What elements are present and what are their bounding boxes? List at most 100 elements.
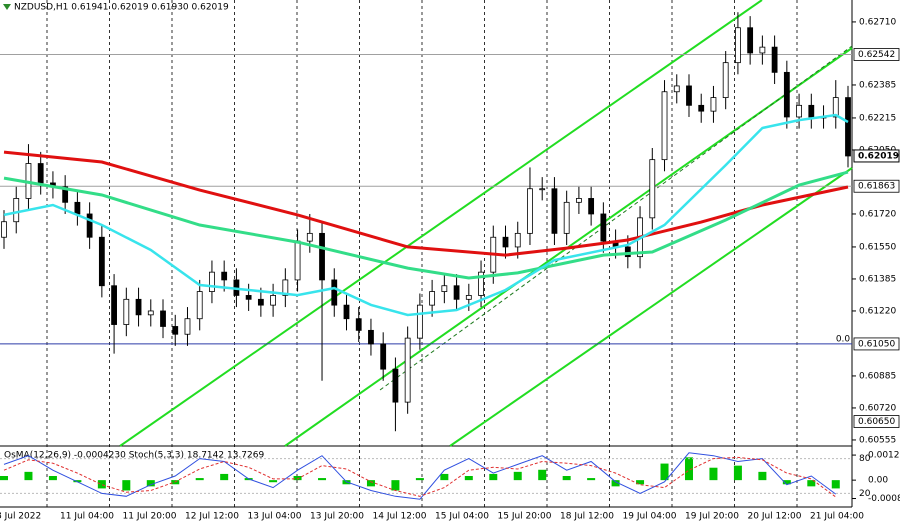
- candle-body: [270, 295, 277, 306]
- osma-bar: [24, 471, 33, 481]
- moving-average: [3, 150, 849, 257]
- candle-body: [294, 240, 301, 281]
- candle-body: [343, 304, 350, 320]
- y-tick-label: 0.60720: [859, 403, 896, 413]
- candle-body: [1, 221, 7, 238]
- candle-body: [771, 46, 778, 73]
- x-tick-label: 8 Jul 2022: [0, 512, 41, 522]
- osma-bar: [220, 473, 229, 481]
- x-tick-label: 14 Jul 12:00: [373, 512, 427, 522]
- candle-body: [759, 46, 766, 54]
- candle-body: [539, 188, 546, 191]
- channel-upper: [119, 0, 763, 447]
- moving-average: [3, 113, 849, 317]
- candle-body: [392, 368, 399, 403]
- candle-body: [123, 298, 130, 325]
- channel-lower: [449, 167, 853, 447]
- indicator-title: OsMA(12,26,9) -0.0004230 Stoch(5,3,3) 18…: [4, 451, 264, 461]
- osma-bar: [73, 480, 82, 483]
- candle-body: [698, 104, 705, 112]
- osma-bar: [587, 478, 596, 481]
- candle-body: [453, 285, 460, 300]
- candle-body: [661, 91, 668, 161]
- candle-body: [184, 318, 191, 335]
- y-tick-label: 0.61550: [859, 242, 896, 252]
- osma-bar: [440, 473, 449, 481]
- symbol-icon: [3, 4, 11, 10]
- level-box: [853, 48, 900, 61]
- candle-body: [429, 291, 436, 306]
- candle-body: [527, 188, 533, 234]
- candle-body: [600, 213, 607, 242]
- osma-bar: [146, 480, 155, 487]
- osma-bar: [758, 471, 767, 481]
- candle-body: [282, 279, 289, 296]
- x-tick-label: 11 Jul 20:00: [123, 512, 177, 522]
- osma-bar: [269, 480, 278, 483]
- osma-bar: [122, 480, 131, 491]
- candle-body: [98, 236, 105, 287]
- candle-body: [37, 163, 44, 184]
- candle-body: [735, 27, 741, 64]
- candle-body: [368, 329, 374, 345]
- candle-body: [796, 104, 802, 118]
- y-tick-label: 0.62385: [859, 80, 896, 90]
- y-tick-label: 0.61220: [859, 306, 896, 316]
- candle-body: [111, 285, 117, 325]
- osma-bar: [733, 465, 742, 481]
- level-note: 0.0: [836, 334, 851, 344]
- osma-bar: [538, 469, 547, 481]
- osma-bar: [489, 473, 498, 481]
- y-tick-label: 0.61720: [859, 209, 896, 219]
- moving-average: [3, 170, 849, 280]
- candle-body: [845, 97, 851, 157]
- x-tick-label: 13 Jul 20:00: [310, 512, 364, 522]
- osma-bar: [782, 480, 791, 485]
- channel-median: [379, 45, 853, 391]
- candle-body: [441, 285, 448, 292]
- x-tick-label: 12 Jul 12:00: [185, 512, 239, 522]
- candle-body: [649, 159, 656, 219]
- candle-body: [563, 201, 570, 234]
- level-label: 0.61863: [858, 182, 895, 192]
- candle-body: [221, 271, 228, 281]
- candle-body: [74, 201, 81, 215]
- x-tick-label: 15 Jul 04:00: [435, 512, 489, 522]
- osma-bar: [464, 476, 473, 481]
- current-price-label: 0.62019: [858, 151, 899, 161]
- candle-body: [160, 310, 166, 327]
- candle-body: [465, 295, 472, 300]
- osma-bar: [513, 471, 522, 481]
- osma-bar: [636, 480, 645, 485]
- osma-bar: [807, 480, 816, 487]
- level-label: 0.61050: [858, 339, 895, 349]
- level-label: 0.62542: [858, 50, 895, 60]
- chart-title: NZDUSD,H1 0.61941 0.62019 0.61930 0.6201…: [14, 3, 229, 13]
- candle-body: [808, 104, 815, 118]
- x-tick-label: 15 Jul 20:00: [498, 512, 552, 522]
- x-tick-label: 18 Jul 12:00: [560, 512, 614, 522]
- candle-body: [355, 318, 362, 331]
- candle-body: [624, 246, 631, 258]
- candle-body: [722, 62, 729, 98]
- candle-body: [686, 85, 692, 106]
- osma-tick-label: 0.00: [868, 476, 888, 486]
- y-tick-label: 0.60555: [859, 435, 896, 445]
- osma-bar: [831, 480, 840, 489]
- candle-body: [783, 71, 790, 118]
- x-tick-label: 11 Jul 04:00: [60, 512, 114, 522]
- osma-bar: [709, 467, 718, 481]
- candle-body: [416, 304, 423, 339]
- candle-body: [331, 279, 338, 306]
- candle-body: [551, 188, 558, 234]
- candle-body: [135, 298, 142, 316]
- osma-tick-label: -0.000887: [868, 494, 900, 504]
- level-label: 0.60650: [858, 417, 895, 427]
- osma-bar: [366, 480, 375, 487]
- osma-bar: [391, 480, 400, 491]
- candle-body: [196, 291, 203, 320]
- osma-bar: [684, 457, 693, 481]
- x-tick-label: 19 Jul 20:00: [685, 512, 739, 522]
